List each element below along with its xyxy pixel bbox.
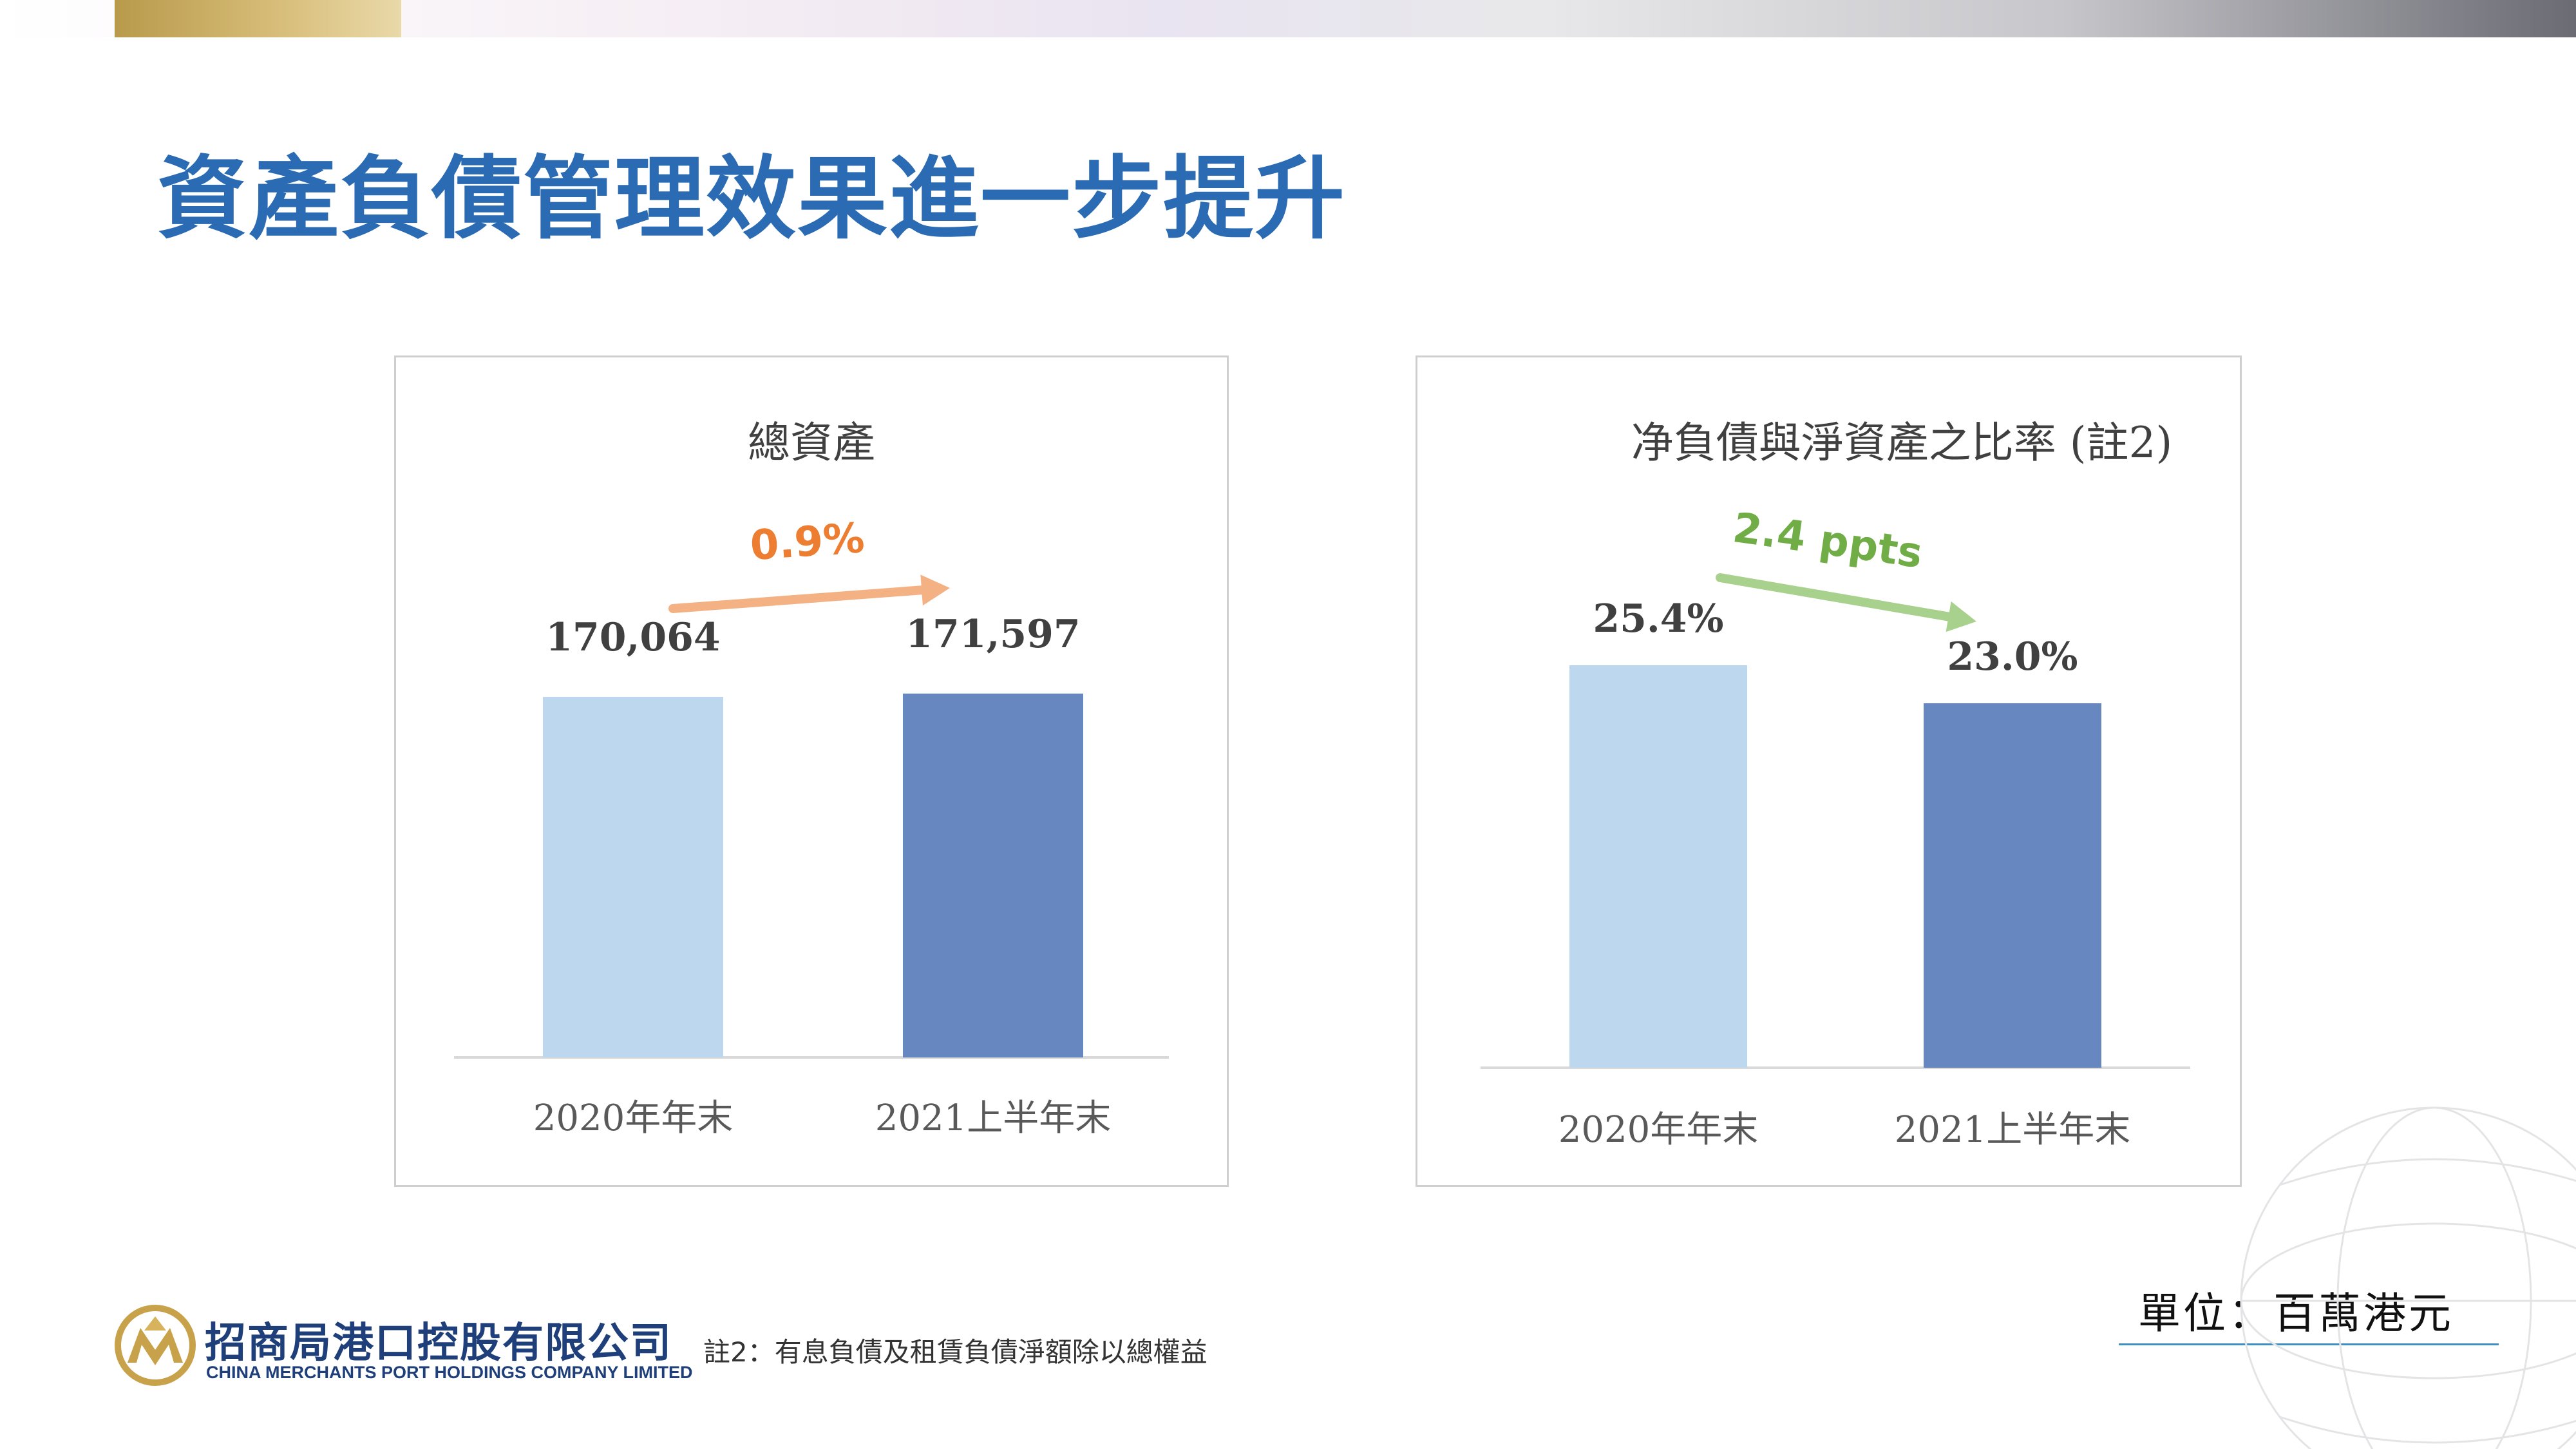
chart-title: 總資產 xyxy=(748,418,875,468)
total-assets-chart-svg: 總資產 170,064 2020年年末 171,597 2021上半年末 0.9% xyxy=(454,418,1169,1139)
bar-0 xyxy=(543,697,723,1057)
footnote: 註2：有息負債及租賃負債淨額除以總權益 xyxy=(703,1336,1208,1368)
change-label: 2.4 ppts xyxy=(1730,504,1925,578)
net-gearing-chart-svg: 净負債與淨資產之比率 (註2) 25.4% 2020年年末 23.0% 2021上半年… xyxy=(1481,418,2190,1151)
unit-underline xyxy=(2119,1343,2499,1345)
china-merchants-logo-icon xyxy=(115,1305,196,1386)
x-tick-label-1: 2021上半年末 xyxy=(1895,1109,2131,1151)
data-label-1: 171,597 xyxy=(905,612,1080,657)
change-arrow-shaft xyxy=(668,584,940,613)
data-label-1: 23.0% xyxy=(1947,634,2078,679)
change-arrow-head-icon xyxy=(1946,601,1976,632)
top-gold-accent xyxy=(115,0,401,37)
unit-label: 單位：百萬港元 xyxy=(2138,1289,2454,1338)
net-gearing-chart: 净負債與淨資產之比率 (註2) 25.4% 2020年年末 23.0% 2021上半年… xyxy=(1416,355,2242,1187)
bar-1 xyxy=(1924,703,2101,1068)
change-label: 0.9% xyxy=(748,515,866,570)
top-decoration-band xyxy=(0,0,2576,37)
globe-watermark-icon xyxy=(2240,1106,2576,1449)
change-arrow-shaft xyxy=(1716,573,1966,623)
change-arrow-head-icon xyxy=(920,574,950,606)
page-title: 資產負債管理效果進一步提升 xyxy=(157,146,1347,252)
company-name-en: CHINA MERCHANTS PORT HOLDINGS COMPANY LI… xyxy=(206,1363,693,1382)
x-tick-label-1: 2021上半年末 xyxy=(875,1097,1112,1139)
bar-1 xyxy=(903,694,1083,1057)
data-label-0: 25.4% xyxy=(1593,596,1723,641)
x-tick-label-0: 2020年年末 xyxy=(533,1097,734,1139)
company-name-cn: 招商局港口控股有限公司 xyxy=(205,1320,672,1367)
total-assets-chart: 總資產 170,064 2020年年末 171,597 2021上半年末 0.9% xyxy=(394,355,1229,1187)
chart-title: 净負債與淨資產之比率 (註2) xyxy=(1631,418,2172,468)
x-tick-label-0: 2020年年末 xyxy=(1558,1109,1759,1151)
bar-0 xyxy=(1569,665,1747,1068)
data-label-0: 170,064 xyxy=(545,615,720,660)
